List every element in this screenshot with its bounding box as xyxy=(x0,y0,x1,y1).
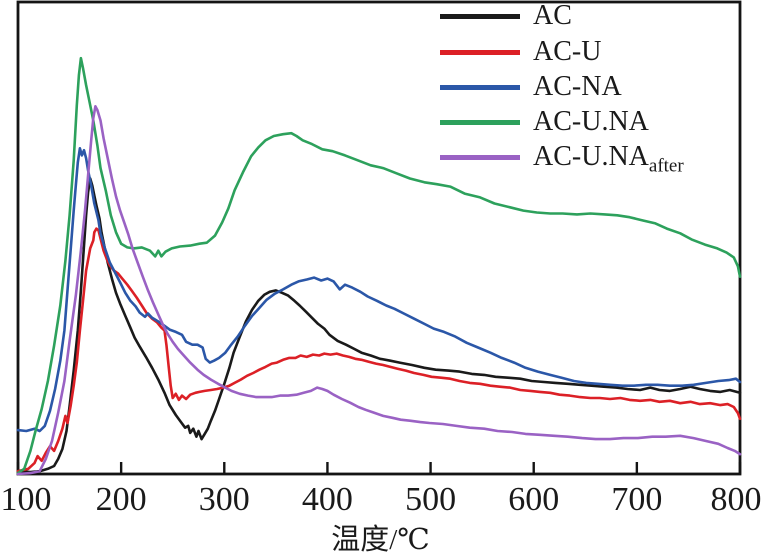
legend-label-ac: AC xyxy=(533,0,572,31)
x-tick-label: 600 xyxy=(508,481,559,518)
legend: AC AC-U AC-NA AC-U.NA AC-U.NAafter xyxy=(440,0,750,190)
legend-line-sample-ac-u-na xyxy=(440,119,520,125)
x-tick-label: 400 xyxy=(302,481,353,518)
series-line-AC-U xyxy=(16,227,742,473)
series-line-AC-NA xyxy=(16,147,742,433)
plot-frame xyxy=(16,0,742,476)
x-axis-title: 温度/℃ xyxy=(331,524,430,555)
legend-item-ac-u-na-after: AC-U.NAafter xyxy=(440,138,684,176)
x-tick-label: 500 xyxy=(405,481,456,518)
legend-line-sample-ac-na xyxy=(440,84,520,90)
series-line-AC-U.NA-after xyxy=(16,105,742,476)
x-tick-label: 100 xyxy=(1,481,52,518)
legend-item-ac-u-na: AC-U.NA xyxy=(440,103,649,141)
legend-item-ac-u: AC-U xyxy=(440,33,601,71)
legend-label-ac-u-na: AC-U.NA xyxy=(533,106,649,137)
x-tick-label: 800 xyxy=(711,481,761,518)
legend-line-sample-ac-u-na-after xyxy=(440,154,520,160)
legend-line-sample-ac xyxy=(440,13,520,19)
legend-label-ac-u: AC-U xyxy=(533,36,602,67)
legend-line-sample-ac-u xyxy=(440,49,520,55)
x-tick-label: 700 xyxy=(611,481,662,518)
legend-label-ac-u-na-after: AC-U.NAafter xyxy=(533,141,684,177)
series-line-AC xyxy=(16,177,742,474)
legend-item-ac: AC xyxy=(440,0,572,35)
legend-item-ac-na: AC-NA xyxy=(440,68,622,106)
series-line-AC-U.NA xyxy=(16,56,742,475)
x-tick-label: 200 xyxy=(96,481,147,518)
legend-label-ac-na: AC-NA xyxy=(533,71,622,102)
x-tick-label: 300 xyxy=(199,481,250,518)
